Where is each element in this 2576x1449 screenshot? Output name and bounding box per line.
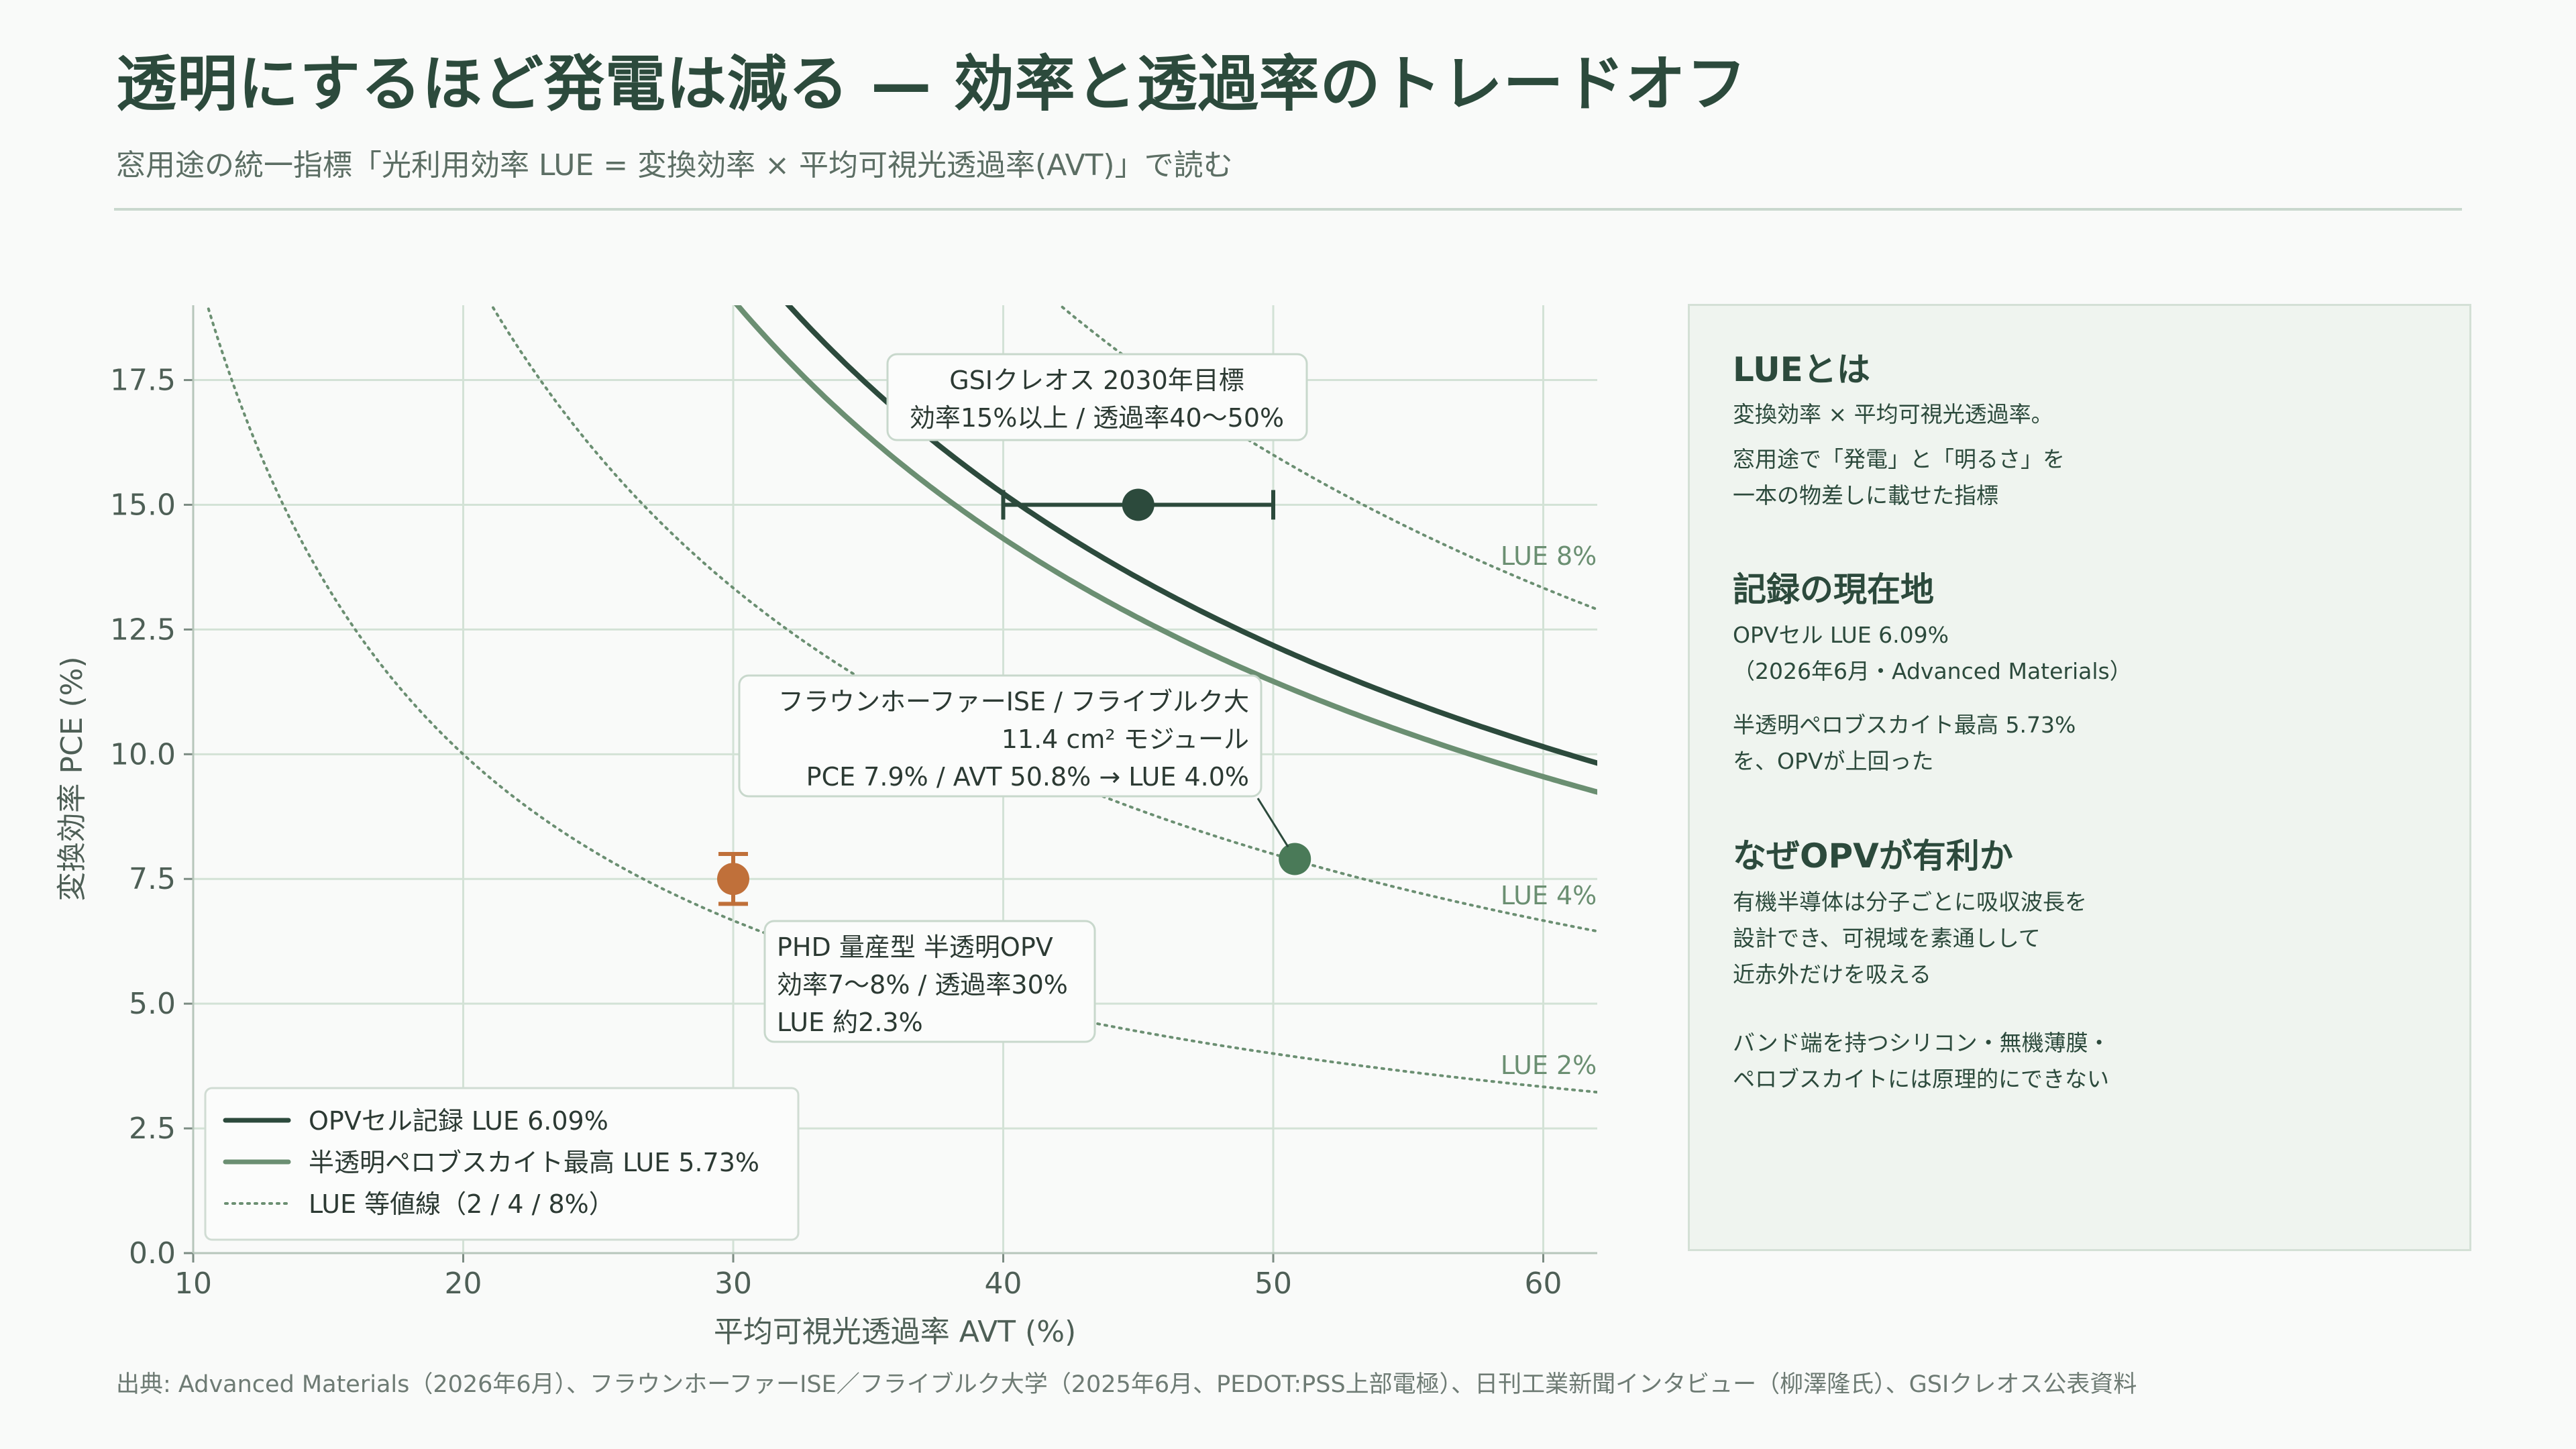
lue-definition-heading: LUEとは	[1733, 350, 1870, 389]
annotation-box-fraunhofer	[738, 674, 1263, 798]
y-tick-label: 5.0	[129, 987, 176, 1021]
point-phd	[717, 863, 749, 896]
lue-iso-label: LUE 4%	[1501, 881, 1597, 910]
annotation-text-gsi: 効率15%以上 / 透過率40〜50%	[910, 403, 1284, 433]
annotation-text-phd: PHD 量産型 半透明OPV	[777, 932, 1053, 962]
x-tick-label: 50	[1254, 1267, 1292, 1301]
x-tick-label: 30	[714, 1267, 752, 1301]
point-fraunhofer	[1279, 843, 1311, 875]
chart-axes: 10 20 30 40 50 60 0.0 2.5 5.0 7.5 10.0 12.5 15.0 17.5	[110, 305, 1597, 1301]
explanation-panel: LUEとは 変換効率 × 平均可視光透過率。 窓用途で「発電」と「明るさ」を 一…	[1688, 304, 2471, 1251]
lue-record-curve	[734, 305, 1597, 795]
chart-points	[717, 488, 1311, 906]
legend-label: LUE 等値線（2 / 4 / 8%）	[309, 1189, 614, 1219]
y-axis-label: 変換効率 PCE (%)	[55, 656, 89, 901]
annotation-box-phd	[763, 920, 1096, 1043]
x-axis-label: 平均可視光透過率 AVT (%)	[714, 1315, 1076, 1349]
record-perovskite-text: 半透明ペロブスカイト最高 5.73% を、OPVが上回った	[1733, 712, 2076, 774]
x-tick-label: 10	[174, 1267, 212, 1301]
lue-tradeoff-chart: 10 20 30 40 50 60 0.0 2.5 5.0 7.5 10.0 12.5 15.0 17.5…	[55, 305, 1597, 1349]
point-gsi	[1122, 488, 1155, 521]
x-tick-label: 20	[445, 1267, 482, 1301]
chart-legend: OPVセル記録 LUE 6.09% 半透明ペロブスカイト最高 LUE 5.73% L…	[204, 1087, 800, 1241]
lue-iso-line	[1058, 305, 1597, 611]
y-tick-label: 12.5	[110, 612, 176, 647]
annotation-text-gsi: GSIクレオス 2030年目標	[949, 366, 1244, 395]
annotation-text-fraunhofer: 11.4 cm² モジュール	[1002, 724, 1249, 754]
y-tick-label: 15.0	[110, 488, 176, 522]
y-tick-label: 0.0	[129, 1236, 176, 1271]
lue-record-curves	[734, 305, 1597, 795]
y-tick-label: 17.5	[110, 364, 176, 398]
x-tick-label: 40	[985, 1267, 1022, 1301]
why-opv-note: バンド端を持つシリコン・無機薄膜・ ペロブスカイトには原理的にできない	[1733, 1030, 2110, 1092]
annotation-leader	[1256, 798, 1289, 848]
y-tick-label: 2.5	[129, 1112, 176, 1146]
record-opv-text: OPVセル LUE 6.09% （2026年6月・Advanced Materi…	[1733, 622, 2132, 684]
lue-iso-label: LUE 8%	[1501, 541, 1597, 571]
annotation-text-fraunhofer: PCE 7.9% / AVT 50.8% → LUE 4.0%	[806, 762, 1249, 792]
annotation-text-phd: 効率7〜8% / 透過率30%	[777, 970, 1068, 1000]
source-note: 出典: Advanced Materials（2026年6月）、フラウンホーファ…	[116, 1371, 2137, 1398]
page-title: 透明にするほど発電は減る — 効率と透過率のトレードオフ	[116, 49, 1748, 119]
lue-iso-label: LUE 2%	[1501, 1051, 1597, 1080]
annotation-text-fraunhofer: フラウンホーファーISE / フライブルク大	[778, 687, 1249, 716]
legend-label: OPVセル記録 LUE 6.09%	[309, 1106, 608, 1136]
legend-box	[204, 1087, 800, 1241]
title-divider	[114, 208, 2462, 211]
lue-definition-note: 窓用途で「発電」と「明るさ」を 一本の物差しに載せた指標	[1733, 446, 2065, 508]
record-heading: 記録の現在地	[1733, 570, 1934, 609]
annotation-text-phd: LUE 約2.3%	[777, 1008, 923, 1037]
annotation-box-gsi	[886, 353, 1308, 441]
lue-definition-text: 変換効率 × 平均可視光透過率。	[1733, 401, 2053, 427]
why-opv-text: 有機半導体は分子ごとに吸収波長を 設計でき、可視域を素通しして 近赤外だけを吸え…	[1733, 889, 2087, 987]
x-tick-label: 60	[1525, 1267, 1562, 1301]
page-subtitle: 窓用途の統一指標「光利用効率 LUE = 変換効率 × 平均可視光透過率(AVT…	[116, 148, 1233, 182]
lue-record-curve	[785, 305, 1597, 766]
why-opv-heading: なぜOPVが有利か	[1733, 837, 2013, 875]
lue-iso-line	[490, 305, 1597, 933]
y-tick-label: 7.5	[129, 862, 176, 896]
y-tick-label: 10.0	[110, 737, 176, 771]
legend-label: 半透明ペロブスカイト最高 LUE 5.73%	[309, 1148, 759, 1177]
